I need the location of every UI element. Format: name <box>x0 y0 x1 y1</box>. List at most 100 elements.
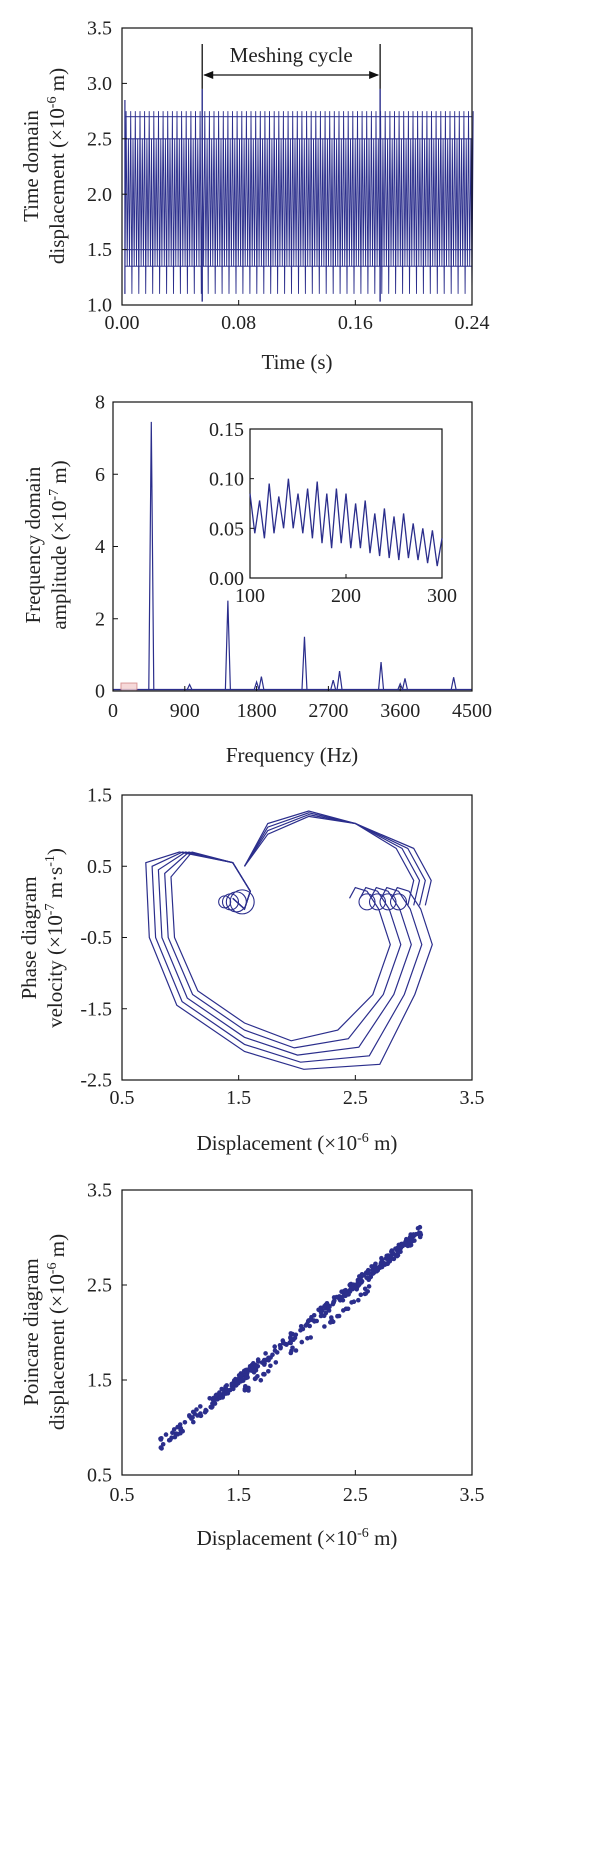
poincare-point <box>356 1297 361 1303</box>
poincare-point <box>303 1323 309 1328</box>
poincare-point <box>288 1350 294 1356</box>
poincare-point <box>266 1358 271 1363</box>
poincare-xlabel: Displacement (×10-6 m) <box>197 1526 398 1550</box>
time-ytick-label: 3.0 <box>87 73 112 95</box>
poincare-point <box>194 1407 199 1412</box>
freq-peak <box>186 683 193 691</box>
phase-ylabel-exp: -7 <box>43 904 58 916</box>
freq-ytick-label: 0 <box>95 681 105 703</box>
poincare-point <box>400 1243 406 1249</box>
time-ylabel-exp: -6 <box>45 97 60 109</box>
poincare-point <box>293 1332 299 1338</box>
poincare-point <box>322 1303 327 1309</box>
phase-axis-ticks: 0.5 1.5 2.5 3.5 -2.5 -1.5 -0.5 0.5 1.5 <box>80 785 484 1109</box>
poincare-ytick-label: 1.5 <box>87 1370 112 1392</box>
freq-ylabel-exp: -7 <box>47 489 62 501</box>
poincare-point <box>288 1337 294 1343</box>
inset-line <box>249 478 443 567</box>
freq-xtick-label: 900 <box>170 700 200 722</box>
meshing-cycle-label-bg <box>227 42 356 68</box>
poincare-point <box>318 1305 324 1311</box>
inset-xtick-label: 200 <box>331 585 361 607</box>
poincare-point <box>195 1413 200 1418</box>
frequency-axis-ticks: 0 900 1800 2700 3600 4500 0 2 4 6 8 <box>95 392 492 722</box>
time-ylabel-line1: Time domain <box>19 110 43 222</box>
time-xtick-label: 0.00 <box>105 312 140 334</box>
time-xtick-label: 0.16 <box>338 312 373 334</box>
time-oscillation-line <box>124 111 474 294</box>
inset-xtick-label: 100 <box>235 585 265 607</box>
time-xlabel: Time (s) <box>262 350 333 374</box>
poincare-xtick-label: 2.5 <box>343 1484 368 1506</box>
freq-ytick-label: 4 <box>95 536 105 558</box>
freq-peak <box>397 682 404 691</box>
poincare-point <box>220 1395 225 1400</box>
poincare-ytick-label: 0.5 <box>87 1465 112 1487</box>
poincare-point <box>288 1331 294 1336</box>
poincare-axis-ticks: 0.5 1.5 2.5 3.5 0.5 1.5 2.5 3.5 <box>87 1180 485 1506</box>
phase-ytick-label: -0.5 <box>80 927 112 949</box>
phase-xlabel-tail: m) <box>369 1131 398 1155</box>
poincare-point <box>350 1284 356 1290</box>
phase-curl-right <box>389 893 408 911</box>
poincare-point <box>415 1226 421 1231</box>
poincare-point <box>338 1296 344 1302</box>
poincare-point <box>409 1236 414 1242</box>
poincare-point <box>366 1284 372 1289</box>
poincare-point <box>242 1388 248 1393</box>
poincare-point <box>272 1344 278 1349</box>
poincare-point <box>243 1384 248 1389</box>
poincare-point <box>342 1288 347 1294</box>
phase-ytick-label: -2.5 <box>80 1070 112 1092</box>
phase-diagram-panel: 0.5 1.5 2.5 3.5 -2.5 -1.5 -0.5 0.5 1.5 Phase dia… <box>17 785 485 1155</box>
poincare-point <box>204 1408 209 1413</box>
poincare-point <box>403 1239 408 1244</box>
poincare-point <box>349 1300 354 1305</box>
poincare-point <box>187 1413 192 1418</box>
poincare-point <box>268 1363 273 1369</box>
poincare-points <box>158 1224 424 1451</box>
freq-ytick-label: 8 <box>95 392 105 414</box>
poincare-point <box>299 1339 305 1345</box>
phase-loop <box>164 851 402 1049</box>
time-ylabel-line2: displacement (×10-6 m) <box>45 68 69 264</box>
poincare-xlabel-tail: m) <box>369 1526 398 1550</box>
poincare-point <box>329 1315 334 1320</box>
poincare-ylabel-exp: -6 <box>45 1263 60 1275</box>
poincare-point <box>169 1435 174 1440</box>
freq-ylabel-tail: m) <box>47 460 71 489</box>
time-ytick-label: 3.5 <box>87 18 112 40</box>
freq-ytick-label: 6 <box>95 464 105 486</box>
poincare-point <box>217 1391 223 1397</box>
poincare-point <box>396 1249 401 1254</box>
phase-ylabel-tail2: ) <box>43 848 67 855</box>
poincare-point <box>198 1404 203 1409</box>
poincare-point <box>366 1270 372 1275</box>
phase-loop <box>170 851 391 1042</box>
time-ylabel-main: displacement (×10 <box>45 108 69 264</box>
poincare-ylabel-line2: displacement (×10-6 m) <box>45 1234 69 1430</box>
poincare-point <box>322 1324 327 1329</box>
phase-ytick-label: -1.5 <box>80 998 112 1020</box>
phase-curl <box>218 895 232 909</box>
phase-loop <box>157 851 412 1056</box>
poincare-plot-frame <box>121 1189 473 1476</box>
poincare-point <box>321 1313 327 1319</box>
phase-xtick-label: 2.5 <box>343 1087 368 1109</box>
poincare-point <box>305 1336 310 1341</box>
freq-peak <box>224 600 231 690</box>
poincare-point <box>377 1264 383 1269</box>
poincare-xtick-label: 0.5 <box>110 1484 135 1506</box>
poincare-ytick-label: 2.5 <box>87 1275 112 1297</box>
meshing-cycle-arrowhead-left <box>203 71 214 79</box>
phase-arc <box>243 813 421 906</box>
poincare-point <box>238 1379 244 1384</box>
freq-ylabel-main: amplitude (×10 <box>47 501 71 630</box>
poincare-point <box>243 1375 249 1381</box>
poincare-point <box>314 1318 320 1324</box>
poincare-point <box>308 1317 313 1323</box>
poincare-ylabel-tail: m) <box>45 1234 69 1263</box>
inset-xtick-label: 300 <box>427 585 457 607</box>
freq-peak <box>301 636 308 690</box>
